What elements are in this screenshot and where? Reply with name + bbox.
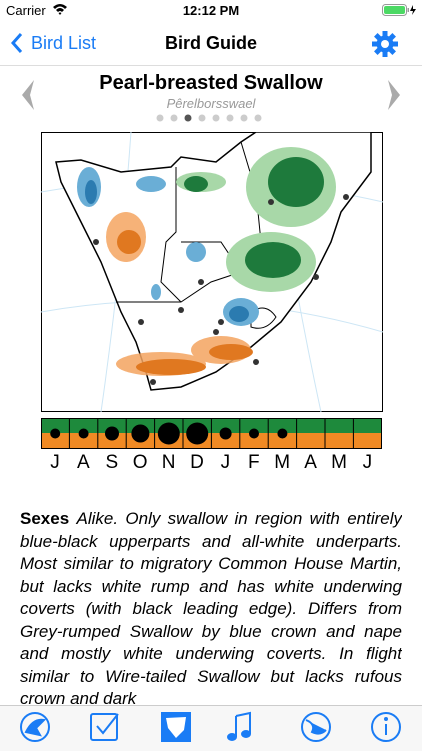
species-name: Pearl-breasted Swallow [99, 72, 323, 94]
tab-info[interactable] [371, 712, 401, 742]
back-button[interactable]: Bird List [31, 33, 97, 53]
month-label: F [247, 452, 260, 473]
seasonality-bar [41, 418, 382, 449]
clock: 12:12 PM [182, 3, 240, 18]
month-label: A [304, 452, 317, 473]
tab-checklist[interactable] [90, 713, 119, 741]
tab-globe[interactable] [301, 712, 331, 742]
page-indicator[interactable] [155, 113, 267, 123]
month-label: M [274, 452, 291, 473]
month-label: J [362, 452, 373, 473]
tab-bird[interactable] [20, 712, 50, 742]
battery-icon [382, 4, 416, 16]
month-label: D [190, 452, 204, 473]
description: Sexes Alike. Only swallow in region with… [20, 508, 402, 706]
previous-arrow[interactable] [18, 78, 38, 112]
description-text: Alike. Only swallow in region with entir… [20, 509, 402, 706]
month-label: N [161, 452, 176, 473]
tab-bar [0, 705, 422, 751]
next-arrow[interactable] [384, 78, 404, 112]
month-label: M [331, 452, 347, 473]
description-heading: Sexes [20, 509, 70, 528]
month-label: O [132, 452, 148, 473]
nav-divider [0, 65, 422, 66]
month-label: S [105, 452, 119, 473]
distribution-map [41, 132, 383, 412]
wifi-icon [53, 4, 67, 15]
month-label: J [50, 452, 60, 473]
back-chevron[interactable] [10, 32, 24, 54]
tab-sound[interactable] [227, 711, 251, 741]
carrier: Carrier [6, 3, 46, 18]
month-label: J [220, 452, 231, 473]
tab-map[interactable] [161, 712, 191, 742]
settings-button[interactable] [372, 31, 398, 57]
nav-title: Bird Guide [164, 33, 257, 53]
tab-icons [20, 711, 401, 742]
month-label: A [77, 452, 90, 473]
species-local-name: Pêrelborsswael [166, 96, 256, 111]
